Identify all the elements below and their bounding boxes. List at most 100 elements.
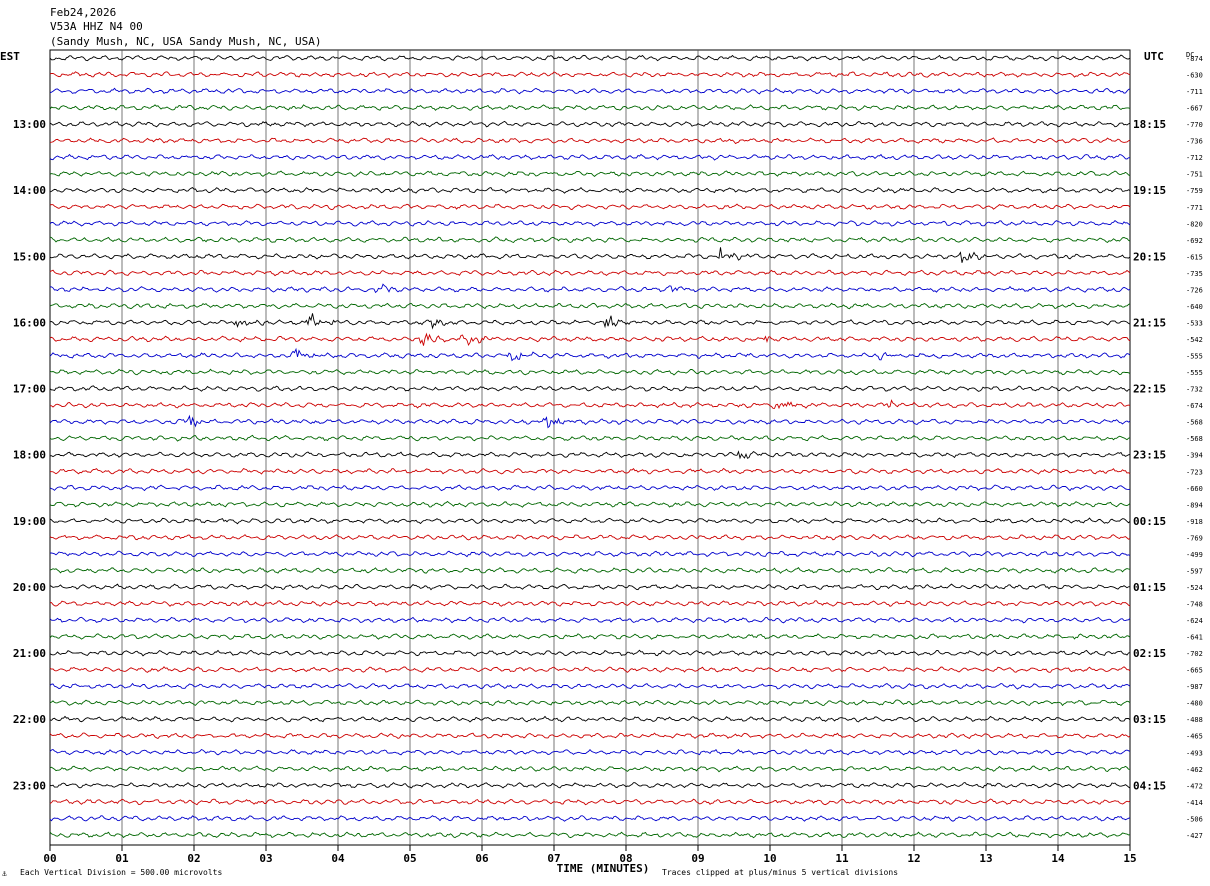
trace-line <box>49 385 1130 392</box>
trace-line <box>49 583 1131 591</box>
x-tick-label: 15 <box>1123 852 1136 865</box>
dc-offset-label: -597 <box>1186 567 1203 575</box>
dc-offset-label: -820 <box>1186 220 1203 228</box>
dc-offset-label: -660 <box>1186 485 1203 493</box>
x-tick-label: 00 <box>43 852 56 865</box>
left-hour-label: 23:00 <box>13 779 46 792</box>
x-axis-ticks: 00 01 02 03 04 05 06 07 08 09 10 11 12 13 14 15 <box>43 845 1137 865</box>
trace-line <box>49 682 1131 690</box>
trace-line <box>49 666 1131 673</box>
dc-offset-label: -732 <box>1186 386 1203 394</box>
dc-offset-label: -736 <box>1186 138 1203 146</box>
trace-line <box>49 500 1131 508</box>
dc-offset-label: -712 <box>1186 154 1203 162</box>
trace-line <box>49 467 1131 475</box>
dc-offset-label: -702 <box>1186 650 1203 658</box>
left-hour-label: 15:00 <box>13 250 46 263</box>
left-hour-label: 22:00 <box>13 713 46 726</box>
dc-offset-label: -640 <box>1186 303 1203 311</box>
dc-offset-label: -499 <box>1186 551 1203 559</box>
x-tick-label: 13 <box>979 852 992 865</box>
dc-offset-label: -918 <box>1186 518 1203 526</box>
dc-offset-label: -465 <box>1186 733 1203 741</box>
trace-line <box>49 633 1131 640</box>
trace-line <box>49 517 1131 525</box>
trace-line <box>49 550 1131 558</box>
trace-line <box>49 748 1131 756</box>
dc-offset-label: -462 <box>1186 766 1203 774</box>
dc-offset-label: -667 <box>1186 105 1203 113</box>
dc-offset-label: -555 <box>1186 369 1203 377</box>
trace-line <box>49 484 1131 492</box>
dc-offset-label: -674 <box>1186 402 1203 410</box>
dc-label: DC <box>1186 51 1194 59</box>
trace-line <box>49 283 1131 294</box>
x-tick-label: 09 <box>691 852 704 865</box>
trace-line <box>49 781 1131 789</box>
left-hour-label: 20:00 <box>13 581 46 594</box>
right-hour-label: 21:15 <box>1133 316 1166 329</box>
dc-offset-label: -394 <box>1186 452 1203 460</box>
x-tick-label: 12 <box>907 852 920 865</box>
x-tick-label: 08 <box>619 852 632 865</box>
trace-line <box>49 153 1131 161</box>
trace-line <box>49 649 1131 657</box>
header-location: (Sandy Mush, NC, USA Sandy Mush, NC, USA… <box>50 35 322 48</box>
left-hour-labels: 13:00 14:00 15:00 16:00 17:00 18:00 19:00 20:00… <box>13 118 46 792</box>
x-tick-label: 10 <box>763 852 776 865</box>
footer-left-note: Each Vertical Division = 500.00 microvol… <box>20 868 222 877</box>
dc-offset-label: -770 <box>1186 121 1203 129</box>
trace-line <box>49 269 1131 277</box>
dc-offset-label: -615 <box>1186 253 1203 261</box>
dc-offset-label: -524 <box>1186 584 1203 592</box>
dc-offset-label: -542 <box>1186 336 1203 344</box>
left-hour-label: 19:00 <box>13 515 46 528</box>
x-tick-label: 14 <box>1051 852 1065 865</box>
dc-offset-label: -874 <box>1186 55 1203 63</box>
right-hour-label: 18:15 <box>1133 118 1166 131</box>
dc-offset-label: -427 <box>1186 832 1203 840</box>
left-hour-label: 16:00 <box>13 316 46 329</box>
dc-offset-label: -735 <box>1186 270 1203 278</box>
right-hour-label: 03:15 <box>1133 713 1166 726</box>
dc-offset-label: -488 <box>1186 716 1203 724</box>
dc-offset-label: -568 <box>1186 435 1203 443</box>
right-timezone-label: UTC <box>1144 50 1164 63</box>
left-hour-label: 21:00 <box>13 647 46 660</box>
dc-offset-label: -769 <box>1186 534 1203 542</box>
footer-right-note: Traces clipped at plus/minus 5 vertical … <box>662 868 898 877</box>
dc-offset-label: -726 <box>1186 286 1203 294</box>
left-timezone-label: EST <box>0 50 20 63</box>
trace-line <box>49 137 1131 145</box>
dc-offset-label: -665 <box>1186 667 1203 675</box>
x-tick-label: 11 <box>835 852 849 865</box>
x-axis-label: TIME (MINUTES) <box>557 862 650 875</box>
dc-offset-label: -630 <box>1186 72 1203 80</box>
right-hour-label: 00:15 <box>1133 515 1166 528</box>
dc-offset-labels: -874 -630 -711 -667 -770 -736 -712 -751 -759 -771… <box>1186 55 1203 840</box>
dc-offset-label: -480 <box>1186 700 1203 708</box>
trace-line <box>49 616 1131 624</box>
x-tick-label: 07 <box>547 852 560 865</box>
right-hour-label: 01:15 <box>1133 581 1166 594</box>
left-hour-label: 13:00 <box>13 118 46 131</box>
trace-line <box>49 434 1131 442</box>
x-tick-label: 04 <box>331 852 345 865</box>
dc-offset-label: -493 <box>1186 749 1203 757</box>
x-tick-label: 02 <box>187 852 200 865</box>
header-station: V53A HHZ N4 00 <box>50 20 143 33</box>
trace-line <box>49 732 1131 740</box>
dc-offset-label: -723 <box>1186 468 1203 476</box>
trace-line <box>49 414 1131 429</box>
right-hour-label: 04:15 <box>1133 779 1166 792</box>
dc-offset-label: -533 <box>1186 319 1203 327</box>
dc-offset-label: -506 <box>1186 815 1203 823</box>
dc-offset-label: -414 <box>1186 799 1203 807</box>
x-tick-label: 05 <box>403 852 416 865</box>
dc-offset-label: -624 <box>1186 617 1203 625</box>
right-hour-label: 22:15 <box>1133 383 1166 396</box>
x-tick-label: 03 <box>259 852 272 865</box>
dc-offset-label: -894 <box>1186 501 1203 509</box>
trace-line <box>49 699 1131 707</box>
trace-line <box>49 87 1131 95</box>
